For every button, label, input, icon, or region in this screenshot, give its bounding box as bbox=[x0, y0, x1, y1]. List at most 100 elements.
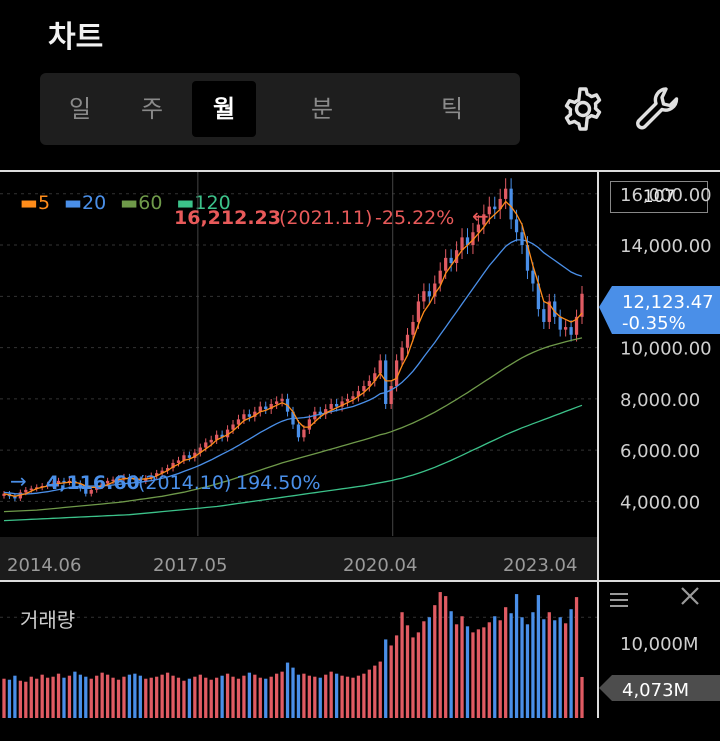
volume-bar bbox=[258, 677, 262, 718]
candle-body bbox=[362, 386, 366, 392]
volume-bar bbox=[427, 617, 431, 718]
min-marker-change: 194.50% bbox=[236, 472, 321, 494]
candle-body bbox=[253, 411, 257, 417]
volume-bar bbox=[215, 677, 219, 718]
volume-bar bbox=[433, 605, 437, 718]
volume-bar bbox=[504, 607, 508, 718]
volume-bar bbox=[454, 624, 459, 718]
volume-bar bbox=[160, 674, 164, 718]
tab-week[interactable]: 주 bbox=[140, 95, 164, 123]
candle-body bbox=[498, 198, 502, 210]
legend-ma5: ▬5 bbox=[20, 192, 51, 214]
volume-bar bbox=[40, 674, 44, 718]
candle-body bbox=[84, 488, 88, 494]
volume-bar bbox=[362, 673, 366, 718]
candle-body bbox=[444, 257, 448, 271]
volume-bar bbox=[487, 622, 491, 718]
candle-body bbox=[204, 442, 208, 448]
gear-icon[interactable] bbox=[558, 84, 608, 134]
tab-day[interactable]: 일 bbox=[68, 95, 92, 123]
candle-body bbox=[329, 403, 333, 410]
candle-body bbox=[182, 455, 186, 461]
candle-body bbox=[334, 403, 339, 407]
volume-bar bbox=[378, 661, 382, 718]
candle-body bbox=[564, 327, 568, 330]
volume-bar bbox=[165, 672, 170, 718]
volume-bar bbox=[138, 675, 142, 718]
volume-bar bbox=[531, 612, 535, 718]
candle-body bbox=[454, 250, 459, 263]
volume-bar bbox=[155, 676, 159, 718]
candle-body bbox=[384, 360, 388, 404]
candle-body bbox=[144, 478, 148, 481]
y-tick-label: 4,000.00 bbox=[620, 492, 700, 513]
volume-bar bbox=[405, 625, 410, 718]
volume-bar bbox=[116, 679, 121, 718]
volume-bar bbox=[542, 619, 546, 718]
min-marker-arrow: → bbox=[10, 469, 27, 493]
x-tick-label: 2023.04 bbox=[503, 555, 577, 576]
candle-body bbox=[531, 270, 535, 284]
tab-minute[interactable]: 분 bbox=[310, 95, 334, 123]
candle-body bbox=[547, 301, 551, 322]
candle-body bbox=[231, 424, 235, 430]
max-marker-change: -25.22% bbox=[375, 207, 454, 229]
close-icon[interactable] bbox=[678, 584, 702, 608]
volume-bar bbox=[493, 616, 497, 718]
volume-bar bbox=[280, 671, 284, 718]
candle-body bbox=[275, 401, 279, 404]
volume-bar bbox=[422, 621, 426, 718]
candle-body bbox=[367, 380, 371, 387]
ma120-line bbox=[3, 404, 583, 522]
menu-icon[interactable] bbox=[608, 590, 630, 610]
volume-bar bbox=[35, 678, 39, 718]
visible-count-box[interactable]: 107 bbox=[610, 181, 708, 213]
candle-body bbox=[176, 460, 181, 463]
tab-month[interactable]: 월 bbox=[192, 81, 256, 137]
candle-body bbox=[198, 447, 202, 453]
volume-bar bbox=[580, 676, 584, 718]
tab-tick[interactable]: 틱 bbox=[440, 95, 464, 123]
y-tick-label: 10,000.00 bbox=[620, 339, 712, 360]
candle-body bbox=[122, 477, 126, 479]
volume-bar bbox=[329, 671, 333, 718]
candle-body bbox=[460, 237, 464, 251]
candle-body bbox=[269, 403, 273, 410]
volume-bar bbox=[389, 645, 393, 718]
volume-bar bbox=[149, 677, 153, 718]
wrench-icon[interactable] bbox=[632, 84, 682, 134]
volume-bar bbox=[296, 674, 301, 718]
candle-body bbox=[220, 434, 224, 438]
candle-body bbox=[236, 419, 241, 425]
y-tick-label: 16,000.00 bbox=[620, 185, 712, 206]
candle-body bbox=[187, 455, 192, 458]
candle-body bbox=[13, 496, 17, 499]
candle-body bbox=[264, 406, 268, 410]
volume-bar bbox=[111, 677, 115, 718]
candle-body bbox=[29, 488, 33, 491]
candle-body bbox=[165, 468, 170, 471]
volume-bar bbox=[400, 612, 404, 718]
volume-bar bbox=[302, 673, 306, 718]
volume-bar bbox=[438, 592, 442, 718]
volume-bar bbox=[574, 597, 579, 718]
candle-body bbox=[558, 316, 562, 330]
volume-bar bbox=[324, 674, 328, 718]
moving-average-legend: ▬5 ▬20 ▬60 ▬120 bbox=[20, 192, 239, 214]
candle-body bbox=[476, 224, 481, 233]
candle-body bbox=[138, 479, 142, 482]
volume-bar bbox=[204, 677, 208, 718]
volume-bar bbox=[553, 620, 557, 718]
y-tick-label: 8,000.00 bbox=[620, 390, 700, 411]
min-marker-date: (2014.10) bbox=[138, 472, 231, 494]
candle-body bbox=[569, 327, 573, 335]
current-price-value: 12,123.47 bbox=[622, 292, 714, 313]
volume-bar bbox=[73, 671, 77, 718]
volume-bar bbox=[416, 632, 421, 718]
volume-bar bbox=[340, 675, 344, 718]
volume-bar bbox=[127, 674, 132, 718]
volume-bar bbox=[520, 617, 524, 718]
volume-bar bbox=[209, 679, 213, 718]
candle-body bbox=[307, 419, 311, 430]
